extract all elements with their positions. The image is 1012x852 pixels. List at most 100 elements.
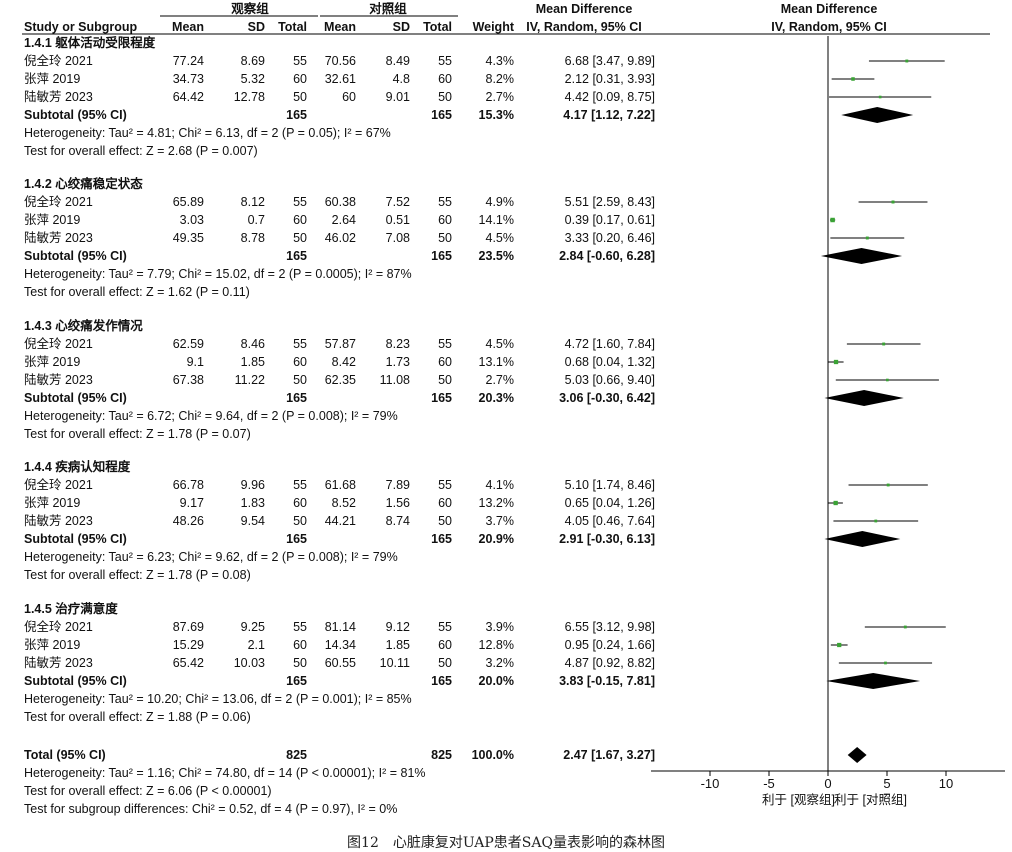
- study-total2: 60: [438, 496, 452, 510]
- figure-caption: 图12 心脏康复对UAP患者SAQ量表影响的森林图: [347, 835, 665, 851]
- study-sd1: 11.22: [235, 373, 265, 387]
- study-ci: 4.42 [0.09, 8.75]: [565, 90, 655, 104]
- subtotal-label: Subtotal (95% CI): [24, 532, 127, 546]
- study-mean2: 8.42: [332, 355, 356, 369]
- study-ci: 0.39 [0.17, 0.61]: [565, 213, 655, 227]
- study-point: [886, 378, 889, 382]
- header-group2: 对照组: [369, 1, 407, 16]
- study-name: 倪全玲 2021: [24, 336, 93, 351]
- header-col-ci-left: IV, Random, 95% CI: [526, 20, 642, 34]
- study-total1: 60: [293, 355, 307, 369]
- study-point: [830, 217, 835, 223]
- study-weight: 2.7%: [486, 373, 515, 387]
- study-name: 张萍 2019: [24, 495, 80, 510]
- header-col-weight: Weight: [473, 20, 515, 34]
- study-ci: 0.95 [0.24, 1.66]: [565, 638, 655, 652]
- subtotal-weight: 20.3%: [479, 391, 514, 405]
- study-ci: 4.72 [1.60, 7.84]: [565, 337, 655, 351]
- study-mean2: 60: [342, 90, 356, 104]
- study-weight: 4.9%: [486, 195, 515, 209]
- study-total1: 50: [293, 514, 307, 528]
- subtotal-label: Subtotal (95% CI): [24, 391, 127, 405]
- study-sd1: 1.85: [241, 355, 265, 369]
- study-mean2: 44.21: [325, 514, 356, 528]
- x-tick-label: 0: [824, 776, 831, 791]
- subtotal-weight: 20.0%: [479, 674, 514, 688]
- x-tick-label: 10: [939, 776, 953, 791]
- study-ci: 5.10 [1.74, 8.46]: [565, 478, 655, 492]
- study-weight: 3.7%: [486, 514, 515, 528]
- study-total1: 50: [293, 90, 307, 104]
- overall-effect-text: Test for overall effect: Z = 1.78 (P = 0…: [24, 427, 251, 441]
- study-total1: 55: [293, 478, 307, 492]
- study-sd1: 10.03: [234, 656, 265, 670]
- study-total1: 60: [293, 213, 307, 227]
- study-mean2: 2.64: [332, 213, 356, 227]
- study-total2: 50: [438, 231, 452, 245]
- favours-left-label: 利于 [观察组]: [762, 793, 835, 807]
- heterogeneity-text: Heterogeneity: Tau² = 7.79; Chi² = 15.02…: [24, 267, 412, 281]
- study-weight: 12.8%: [479, 638, 514, 652]
- study-ci: 4.05 [0.46, 7.64]: [565, 514, 655, 528]
- overall-effect-text: Test for overall effect: Z = 1.88 (P = 0…: [24, 710, 251, 724]
- total-weight: 100.0%: [472, 748, 514, 762]
- study-mean1: 65.89: [173, 195, 204, 209]
- study-name: 陆敏芳 2023: [24, 230, 93, 245]
- study-name: 倪全玲 2021: [24, 194, 93, 209]
- study-total2: 55: [438, 54, 452, 68]
- header-col-mean1: Mean: [172, 20, 204, 34]
- study-weight: 14.1%: [479, 213, 514, 227]
- study-sd2: 0.51: [386, 213, 410, 227]
- study-total2: 60: [438, 355, 452, 369]
- study-point: [878, 95, 882, 99]
- study-total2: 60: [438, 72, 452, 86]
- study-total2: 50: [438, 90, 452, 104]
- study-sd2: 9.01: [386, 90, 410, 104]
- study-total1: 50: [293, 656, 307, 670]
- subtotal-ci: 3.83 [-0.15, 7.81]: [559, 674, 655, 688]
- study-sd2: 7.89: [386, 478, 410, 492]
- study-point: [851, 77, 855, 81]
- subtotal-weight: 23.5%: [479, 249, 514, 263]
- subgroup-title: 1.4.1 躯体活动受限程度: [24, 35, 156, 50]
- subtotal-total2: 165: [431, 391, 452, 405]
- subtotal-diamond: [824, 390, 904, 406]
- study-ci: 5.51 [2.59, 8.43]: [565, 195, 655, 209]
- heterogeneity-text: Heterogeneity: Tau² = 6.23; Chi² = 9.62,…: [24, 550, 398, 564]
- study-sd2: 1.73: [386, 355, 410, 369]
- subtotal-ci: 2.91 [-0.30, 6.13]: [559, 532, 655, 546]
- subtotal-diamond: [841, 107, 914, 123]
- study-name: 陆敏芳 2023: [24, 655, 93, 670]
- x-tick-label: 5: [883, 776, 890, 791]
- study-sd1: 8.69: [241, 54, 265, 68]
- total-overall-effect-text: Test for overall effect: Z = 6.06 (P < 0…: [24, 784, 272, 798]
- study-total2: 55: [438, 478, 452, 492]
- subtotal-label: Subtotal (95% CI): [24, 249, 127, 263]
- study-sd1: 9.54: [241, 514, 265, 528]
- study-mean2: 14.34: [325, 638, 356, 652]
- study-sd2: 1.85: [386, 638, 410, 652]
- study-sd1: 8.12: [241, 195, 265, 209]
- study-mean2: 61.68: [325, 478, 356, 492]
- subtotal-total2: 165: [431, 249, 452, 263]
- study-name: 张萍 2019: [24, 637, 80, 652]
- study-mean1: 64.42: [173, 90, 204, 104]
- study-name: 张萍 2019: [24, 354, 80, 369]
- study-total2: 55: [438, 337, 452, 351]
- study-ci: 4.87 [0.92, 8.82]: [565, 656, 655, 670]
- overall-effect-text: Test for overall effect: Z = 2.68 (P = 0…: [24, 144, 258, 158]
- study-point: [837, 642, 842, 648]
- study-point: [833, 500, 838, 506]
- study-point: [891, 200, 895, 204]
- study-sd2: 8.74: [386, 514, 410, 528]
- study-weight: 3.9%: [486, 620, 515, 634]
- subgroup-differences-text: Test for subgroup differences: Chi² = 0.…: [24, 802, 397, 816]
- study-mean2: 60.38: [325, 195, 356, 209]
- study-name: 倪全玲 2021: [24, 477, 93, 492]
- total-diamond: [847, 747, 867, 763]
- study-total2: 60: [438, 638, 452, 652]
- header-col-ci-right: IV, Random, 95% CI: [771, 20, 887, 34]
- subtotal-ci: 3.06 [-0.30, 6.42]: [559, 391, 655, 405]
- subtotal-total1: 165: [286, 391, 307, 405]
- study-total1: 55: [293, 195, 307, 209]
